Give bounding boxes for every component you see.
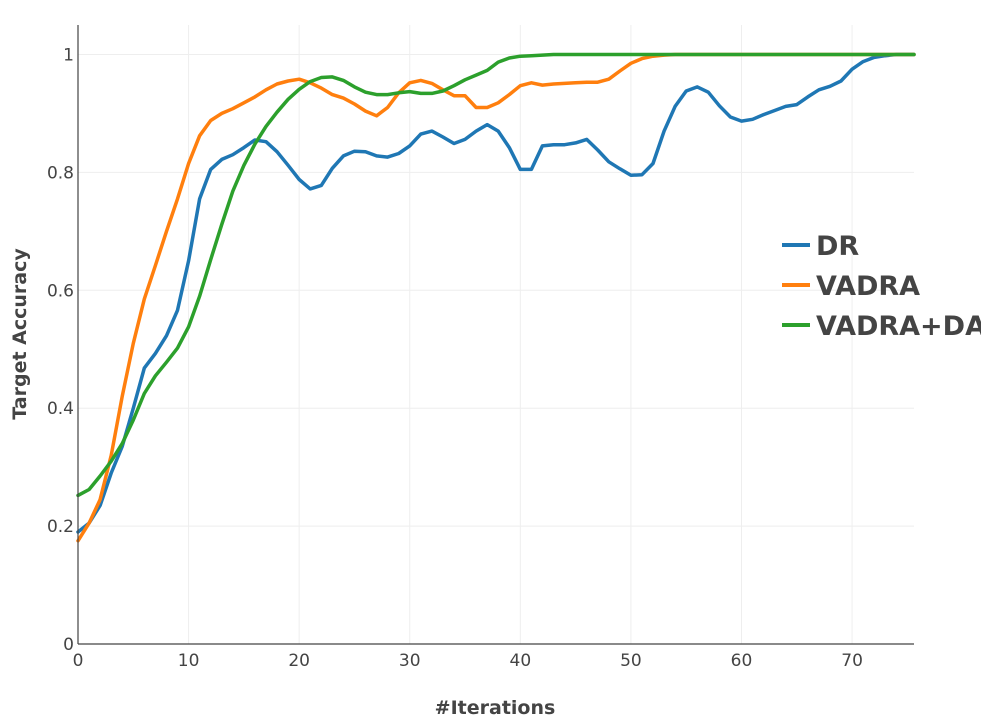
x-tick-labels: 0 10 20 30 40 50 60 70 — [73, 651, 863, 671]
y-tick-labels: 0 0.2 0.4 0.6 0.8 1 — [47, 45, 74, 655]
legend-label-vadra-da: VADRA+DA — [816, 311, 981, 342]
x-tick-label: 10 — [178, 651, 200, 671]
x-tick-label: 40 — [510, 651, 532, 671]
axes — [77, 25, 914, 645]
y-axis-title: Target Accuracy — [9, 248, 31, 420]
x-tick-label: 20 — [288, 651, 310, 671]
y-tick-label: 0.6 — [47, 281, 74, 301]
y-tick-label: 0.8 — [47, 163, 74, 183]
y-tick-label: 0.2 — [47, 517, 74, 537]
x-tick-label: 70 — [841, 651, 863, 671]
series-lines — [76, 52, 916, 543]
legend: DR VADRA VADRA+DA — [782, 231, 981, 342]
x-axis-title: #Iterations — [435, 697, 556, 719]
series-line-dr — [76, 52, 916, 534]
legend-label-vadra: VADRA — [816, 271, 920, 302]
legend-item-dr[interactable]: DR — [782, 231, 859, 262]
legend-item-vadra[interactable]: VADRA — [782, 271, 920, 302]
x-tick-label: 60 — [731, 651, 753, 671]
legend-item-vadra-da[interactable]: VADRA+DA — [782, 311, 981, 342]
y-tick-label: 0 — [63, 635, 74, 655]
y-tick-label: 1 — [63, 45, 74, 65]
series-line-vadra — [76, 52, 916, 543]
x-tick-label: 30 — [399, 651, 421, 671]
gridlines — [78, 25, 914, 644]
legend-label-dr: DR — [816, 231, 859, 262]
x-tick-label: 0 — [73, 651, 84, 671]
y-tick-label: 0.4 — [47, 399, 74, 419]
series-line-vadra-da — [76, 52, 916, 498]
x-tick-label: 50 — [620, 651, 642, 671]
